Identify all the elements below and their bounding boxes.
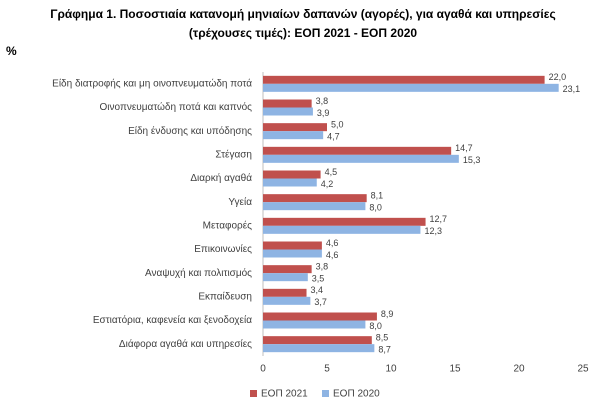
value-label: 8,7 <box>378 345 391 355</box>
bar <box>263 288 307 297</box>
value-label: 8,1 <box>371 191 384 201</box>
bar <box>263 178 317 187</box>
bar <box>263 83 559 92</box>
y-axis-label: % <box>6 44 17 58</box>
y-tick-label: Εστιατόρια, καφενεία και ξενοδοχεία <box>93 314 252 326</box>
bar <box>263 265 312 274</box>
value-label: 8,0 <box>369 321 382 331</box>
y-tick-label: Μεταφορές <box>203 219 253 231</box>
x-tick-label: 0 <box>260 364 266 375</box>
value-label: 8,5 <box>376 333 389 343</box>
bar <box>263 225 421 234</box>
bar <box>263 320 366 329</box>
bar <box>263 241 322 250</box>
x-tick-label: 15 <box>449 364 461 375</box>
legend-label: ΕΟΠ 2021 <box>261 389 308 400</box>
value-label: 23,1 <box>563 84 581 94</box>
value-label: 5,0 <box>331 120 344 130</box>
chart-title: (τρέχουσες τιμές): ΕΟΠ 2021 - ΕΟΠ 2020 <box>189 26 418 40</box>
bar <box>263 249 322 258</box>
y-tick-label: Οινοπνευματώδη ποτά και καπνός <box>100 101 253 113</box>
bar <box>263 312 377 321</box>
value-label: 4,2 <box>321 179 334 189</box>
bar <box>263 123 327 132</box>
value-label: 15,3 <box>463 155 481 165</box>
bar <box>263 296 311 305</box>
value-label: 4,5 <box>325 167 338 177</box>
value-label: 4,6 <box>326 250 339 260</box>
value-label: 3,5 <box>312 274 325 284</box>
chart-title: Γράφημα 1. Ποσοστιαία κατανομή μηνιαίων … <box>50 7 555 21</box>
bar <box>263 107 313 116</box>
y-tick-label: Διάφορα αγαθά και υπηρεσίες <box>119 338 252 350</box>
bar <box>263 273 308 282</box>
y-tick-label: Αναψυχή και πολιτισμός <box>145 267 252 279</box>
value-label: 8,9 <box>381 309 394 319</box>
y-tick-label: Εκπαίδευση <box>198 290 252 302</box>
value-label: 22,0 <box>549 72 567 82</box>
value-label: 12,3 <box>424 226 442 236</box>
value-label: 14,7 <box>455 143 473 153</box>
y-tick-label: Διαρκή αγαθά <box>190 172 252 184</box>
value-label: 4,6 <box>326 238 339 248</box>
value-label: 3,8 <box>316 96 329 106</box>
bar <box>263 75 545 84</box>
bar <box>263 170 321 179</box>
x-tick-label: 10 <box>385 364 397 375</box>
legend-swatch <box>322 390 329 397</box>
value-label: 3,4 <box>311 285 324 295</box>
legend-label: ΕΟΠ 2020 <box>333 389 380 400</box>
value-label: 8,0 <box>369 203 382 213</box>
y-tick-label: Υγεία <box>228 196 252 208</box>
x-tick-label: 20 <box>513 364 525 375</box>
legend-swatch <box>250 390 257 397</box>
value-label: 12,7 <box>430 214 448 224</box>
bar <box>263 202 366 211</box>
bar <box>263 154 459 163</box>
value-label: 3,7 <box>314 297 327 307</box>
bar <box>263 336 372 345</box>
y-tick-label: Επικοινωνίες <box>194 243 252 255</box>
bar <box>263 99 312 108</box>
x-tick-label: 25 <box>577 364 589 375</box>
value-label: 4,7 <box>327 132 340 142</box>
bar <box>263 146 452 155</box>
y-tick-label: Είδη ένδυσης και υπόδησης <box>128 125 252 137</box>
value-label: 3,8 <box>316 262 329 272</box>
y-tick-label: Στέγαση <box>215 148 252 160</box>
y-tick-label: Είδη διατροφής και μη οινοπνευματώδη ποτ… <box>52 77 252 89</box>
bar <box>263 194 367 203</box>
bar <box>263 344 375 353</box>
value-label: 3,9 <box>317 108 330 118</box>
x-tick-label: 5 <box>324 364 330 375</box>
bar <box>263 131 324 140</box>
bar <box>263 217 426 226</box>
